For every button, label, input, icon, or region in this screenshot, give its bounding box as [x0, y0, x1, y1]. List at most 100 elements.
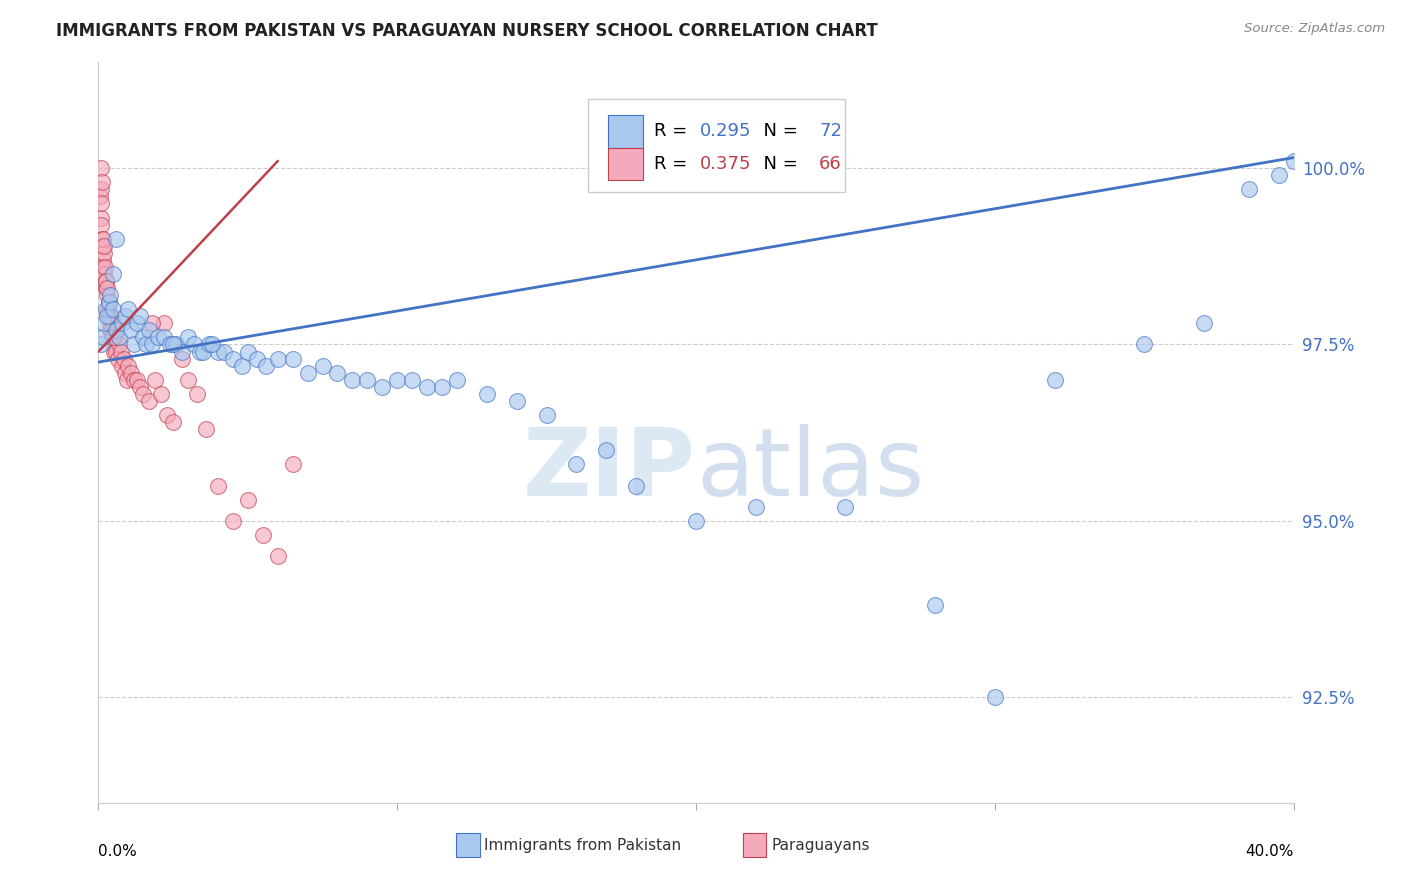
Point — [114, 366, 136, 380]
Point — [94, 302, 117, 317]
Point — [138, 393, 160, 408]
Text: 0.0%: 0.0% — [98, 844, 138, 858]
Point — [297, 366, 319, 380]
Point — [98, 288, 122, 302]
Point — [100, 310, 122, 324]
Point — [195, 422, 218, 436]
Point — [129, 310, 152, 324]
Point — [267, 351, 290, 366]
Point — [107, 351, 129, 366]
Point — [91, 175, 114, 189]
Point — [124, 373, 146, 387]
Point — [91, 330, 114, 344]
Point — [236, 344, 259, 359]
Point — [127, 316, 149, 330]
Text: 0.295: 0.295 — [700, 122, 751, 140]
Point — [1133, 337, 1156, 351]
FancyBboxPatch shape — [742, 833, 766, 857]
Point — [90, 337, 112, 351]
Point — [177, 330, 200, 344]
Point — [101, 323, 124, 337]
Point — [198, 337, 221, 351]
Point — [90, 182, 112, 196]
Point — [1282, 154, 1305, 169]
Point — [222, 514, 245, 528]
Point — [103, 337, 125, 351]
Point — [430, 380, 453, 394]
Point — [236, 492, 259, 507]
Point — [172, 344, 194, 359]
Point — [94, 281, 117, 295]
Text: R =: R = — [654, 155, 693, 173]
FancyBboxPatch shape — [607, 115, 644, 147]
Point — [132, 387, 155, 401]
Point — [89, 189, 111, 203]
Text: Source: ZipAtlas.com: Source: ZipAtlas.com — [1244, 22, 1385, 36]
Point — [311, 359, 333, 373]
Point — [984, 690, 1007, 704]
Point — [108, 337, 131, 351]
Point — [267, 549, 290, 563]
Point — [129, 380, 152, 394]
Point — [124, 337, 146, 351]
Point — [101, 330, 124, 344]
Point — [153, 316, 176, 330]
Point — [91, 252, 114, 267]
Point — [103, 344, 125, 359]
Point — [156, 408, 179, 422]
Point — [475, 387, 498, 401]
Point — [148, 330, 170, 344]
Point — [207, 478, 229, 492]
Point — [685, 514, 707, 528]
Point — [162, 415, 184, 429]
Point — [252, 528, 274, 542]
Point — [90, 196, 112, 211]
Point — [281, 458, 304, 472]
Point — [91, 239, 114, 253]
Point — [91, 232, 114, 246]
Point — [246, 351, 269, 366]
Point — [89, 211, 111, 225]
Point — [506, 393, 529, 408]
Point — [110, 344, 132, 359]
Point — [212, 344, 235, 359]
Point — [132, 330, 155, 344]
Point — [90, 218, 112, 232]
Point — [105, 344, 128, 359]
Point — [96, 281, 118, 295]
Point — [105, 323, 128, 337]
Point — [97, 310, 120, 324]
Text: N =: N = — [752, 155, 804, 173]
Point — [222, 351, 245, 366]
Point — [159, 337, 181, 351]
Point — [153, 330, 176, 344]
Point — [117, 359, 139, 373]
Point — [98, 316, 121, 330]
Point — [97, 302, 120, 317]
Point — [356, 373, 378, 387]
Point — [98, 310, 122, 324]
Point — [93, 260, 115, 274]
Point — [93, 316, 115, 330]
Point — [96, 274, 118, 288]
Point — [143, 373, 166, 387]
FancyBboxPatch shape — [456, 833, 479, 857]
Point — [96, 310, 118, 324]
Point — [626, 478, 648, 492]
Text: IMMIGRANTS FROM PAKISTAN VS PARAGUAYAN NURSERY SCHOOL CORRELATION CHART: IMMIGRANTS FROM PAKISTAN VS PARAGUAYAN N… — [56, 22, 877, 40]
Point — [94, 274, 117, 288]
Point — [115, 373, 138, 387]
Point — [188, 344, 211, 359]
Point — [138, 323, 160, 337]
Point — [105, 232, 128, 246]
Point — [120, 366, 142, 380]
Point — [183, 337, 205, 351]
Text: 66: 66 — [820, 155, 842, 173]
Point — [141, 337, 163, 351]
Point — [103, 330, 125, 344]
Point — [93, 239, 115, 253]
Point — [165, 337, 187, 351]
Point — [1237, 182, 1260, 196]
Point — [117, 302, 139, 317]
Point — [745, 500, 768, 514]
